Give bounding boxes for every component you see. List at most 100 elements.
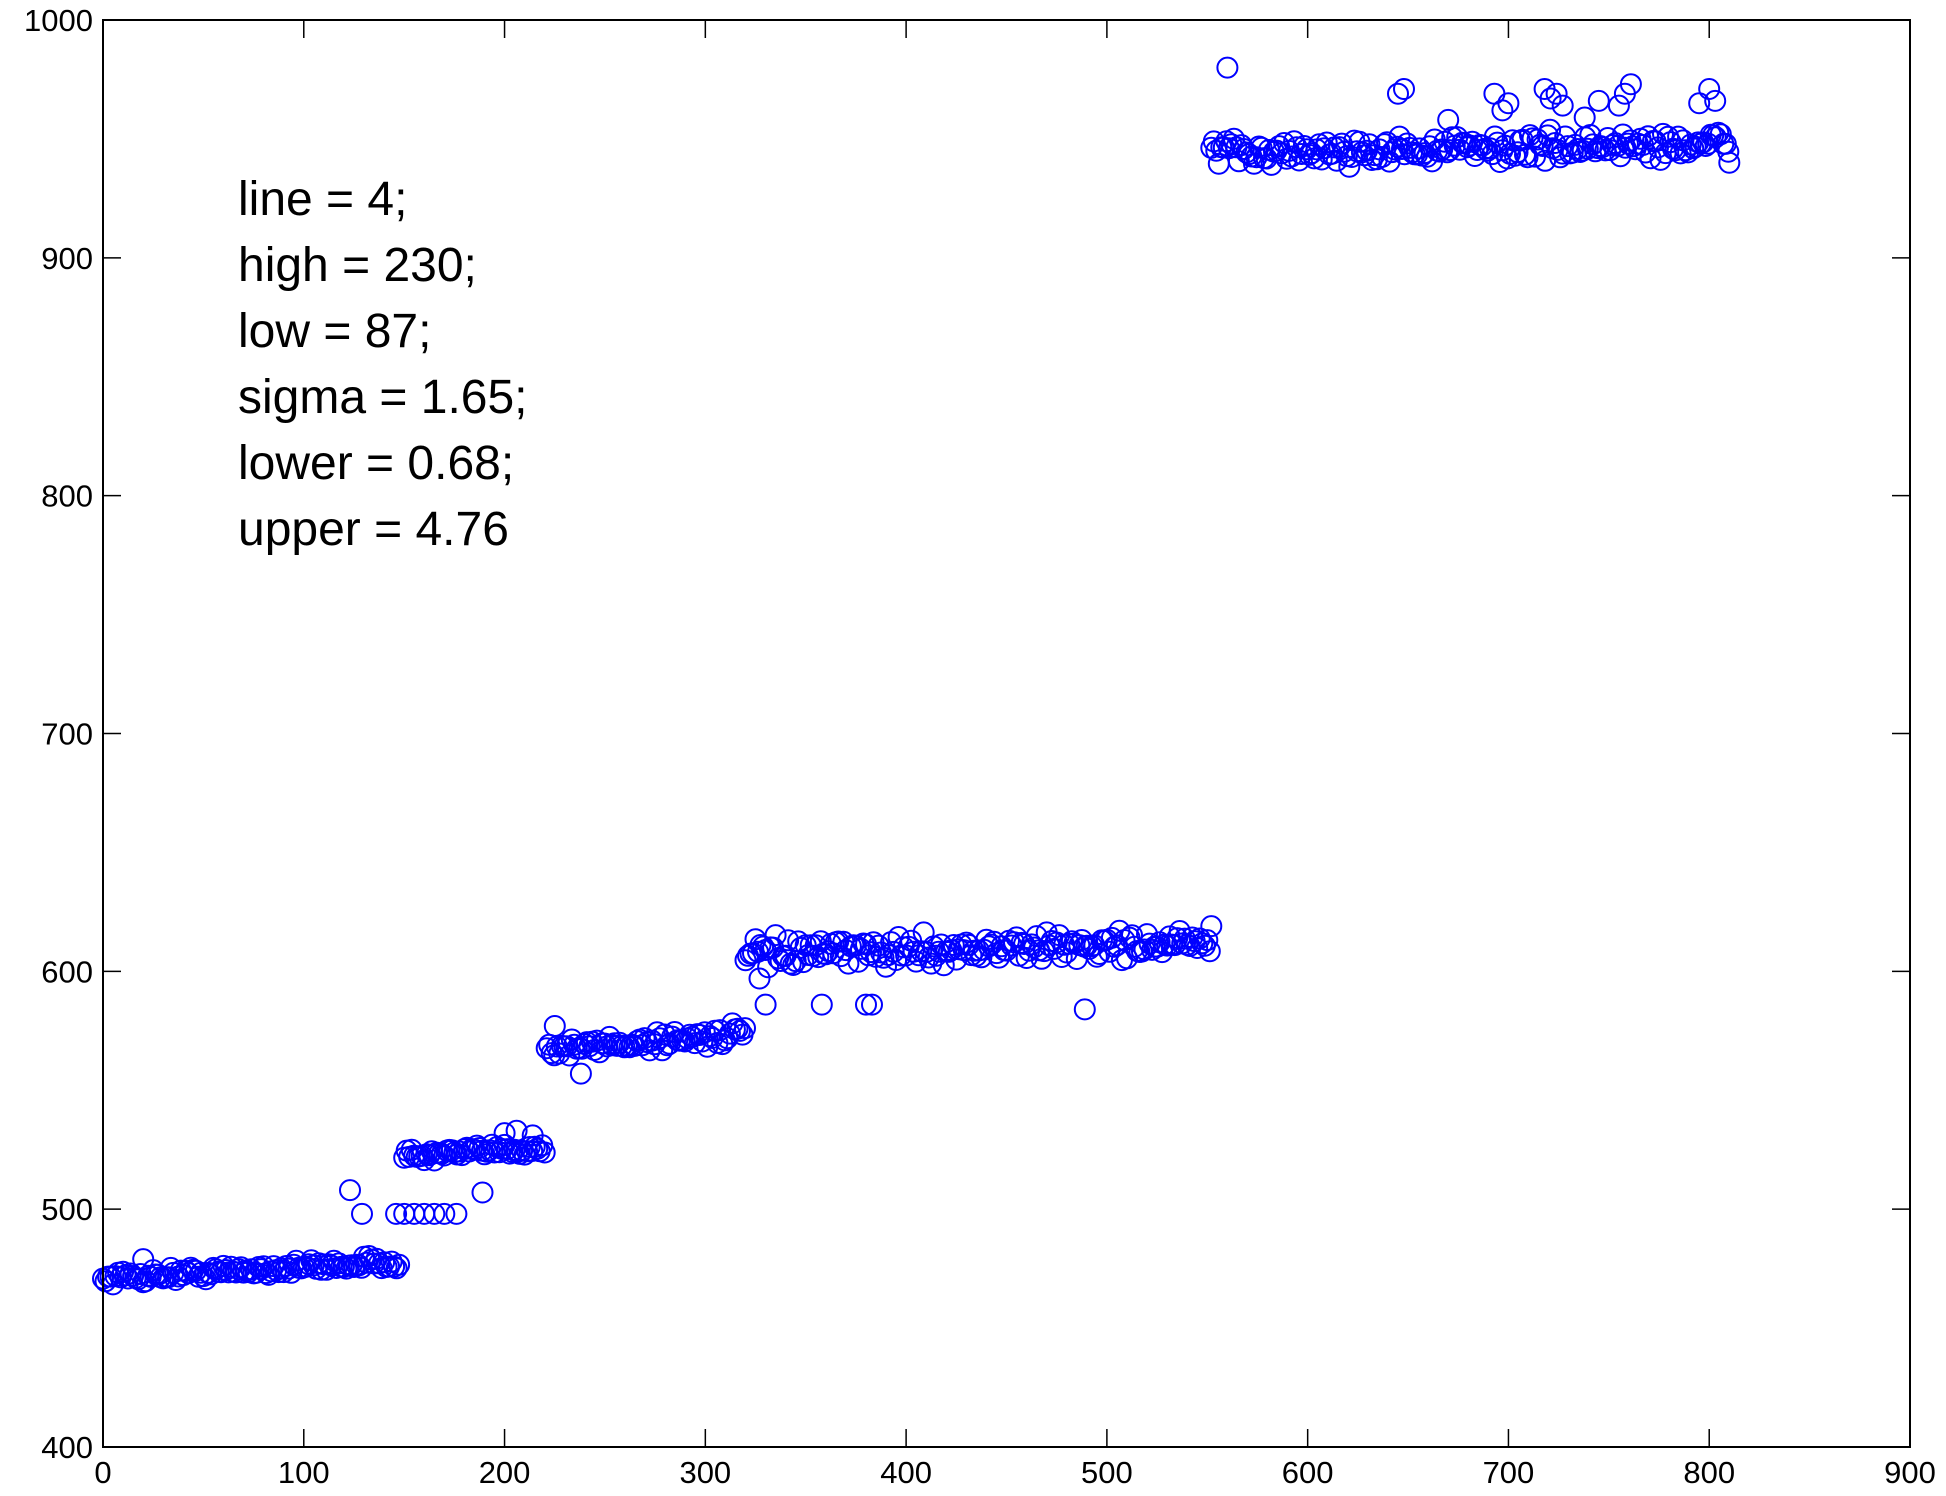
scatter-point [335,1257,358,1280]
scatter-point [1707,121,1730,144]
x-tick-label: 200 [479,1455,531,1490]
x-tick-label: 600 [1282,1455,1334,1490]
scatter-point [433,1144,456,1167]
x-tick-label: 0 [94,1455,111,1490]
scatter-point [277,1257,300,1280]
scatter-point [748,967,771,990]
scatter-point [1373,133,1396,156]
scatter-point [339,1179,361,1202]
y-tick-label: 500 [41,1192,93,1227]
scatter-point [1358,133,1381,156]
scatter-point [789,936,812,959]
annotation-text: line = 4; high = 230; low = 87; sigma = 1.6… [238,173,528,556]
scatter-point [764,924,787,947]
scatter-point [861,993,883,1016]
scatter-point [1604,132,1627,155]
scatter-point [693,1021,716,1044]
scatter-point [1141,938,1164,961]
scatter-point [1607,94,1630,117]
scatter-point [1539,87,1562,110]
ticks-layer: 0 100 200 300 400 500 600 700 800 900 400 500 600 700… [24,3,1936,1490]
annotation-line: low = 87; [238,305,431,358]
scatter-point [1698,78,1721,100]
scatter-point [1013,933,1036,955]
scatter-point [385,1202,408,1225]
scatter-point [1232,138,1255,160]
scatter-point [1718,151,1741,174]
scatter-point [1539,118,1562,141]
scatter-point [1545,82,1568,105]
scatter-point [1383,138,1406,161]
scatter-point [423,1202,446,1225]
scatter-point [1393,78,1415,100]
y-tick-label: 400 [41,1430,93,1465]
scatter-point [521,1124,544,1147]
scatter-point [1621,135,1644,158]
scatter-point [1191,932,1214,955]
scatter-point [1216,56,1239,79]
scatter-point [1573,106,1596,129]
annotation-line: line = 4; [238,173,407,226]
scatter-point [112,1260,135,1283]
scatter-point [471,1181,494,1204]
scatter-point [1378,150,1401,173]
scatter-point [752,935,775,958]
scatter-point [860,941,882,964]
scatter-point [1491,99,1514,122]
scatter-point [1549,146,1572,169]
scatter-point [505,1119,528,1142]
scatter-point [493,1122,516,1145]
x-tick-label: 800 [1683,1455,1735,1490]
scatter-point [606,1034,628,1057]
scatter-point [734,949,757,972]
scatter-point [1481,143,1504,166]
scatter-point [1551,94,1574,117]
annotation-line: upper = 4.76 [238,503,509,556]
scatter-point [1387,82,1409,105]
y-tick-label: 700 [41,717,93,752]
x-tick-label: 900 [1884,1455,1936,1490]
scatter-point [533,1141,556,1164]
scatter-point [726,1017,749,1040]
x-tick-label: 700 [1483,1455,1535,1490]
scatter-point [1050,946,1073,968]
points-layer [92,56,1741,1296]
scatter-point [385,1257,408,1280]
scatter-point [779,952,802,975]
scatter-point [902,940,925,963]
scatter-point [1441,126,1464,149]
scatter-point [1497,92,1520,115]
scatter-point [1073,998,1096,1021]
scatter-point [351,1202,373,1225]
scatter-point [1200,915,1223,938]
y-tick-label: 800 [41,479,93,514]
scatter-point [754,993,777,1016]
scatter-point [543,1015,566,1037]
y-tick-label: 1000 [24,3,93,38]
scatter-point [1438,139,1461,162]
scatter-point [942,934,965,956]
scatter-point [1587,89,1610,112]
y-tick-label: 900 [41,241,93,276]
scatter-point [937,940,960,963]
scatter-point [373,1251,396,1274]
scatter-point [1717,140,1740,163]
scatter-point [433,1202,456,1225]
scatter-point [1088,943,1111,965]
annotation-line: high = 230; [238,239,477,292]
scatter-point [1196,929,1219,952]
x-tick-label: 300 [679,1455,731,1490]
scatter-point [729,1019,751,1042]
scatter-point [749,934,772,956]
annotation-line: sigma = 1.65; [238,371,528,424]
scatter-point [1437,108,1460,131]
plot-frame [102,19,1911,1448]
scatter-point [734,1017,756,1040]
y-tick-label: 600 [41,954,93,989]
scatter-point [569,1062,592,1085]
scatter-point [777,929,800,952]
scatter-point [388,1253,411,1276]
x-tick-label: 100 [278,1455,330,1490]
